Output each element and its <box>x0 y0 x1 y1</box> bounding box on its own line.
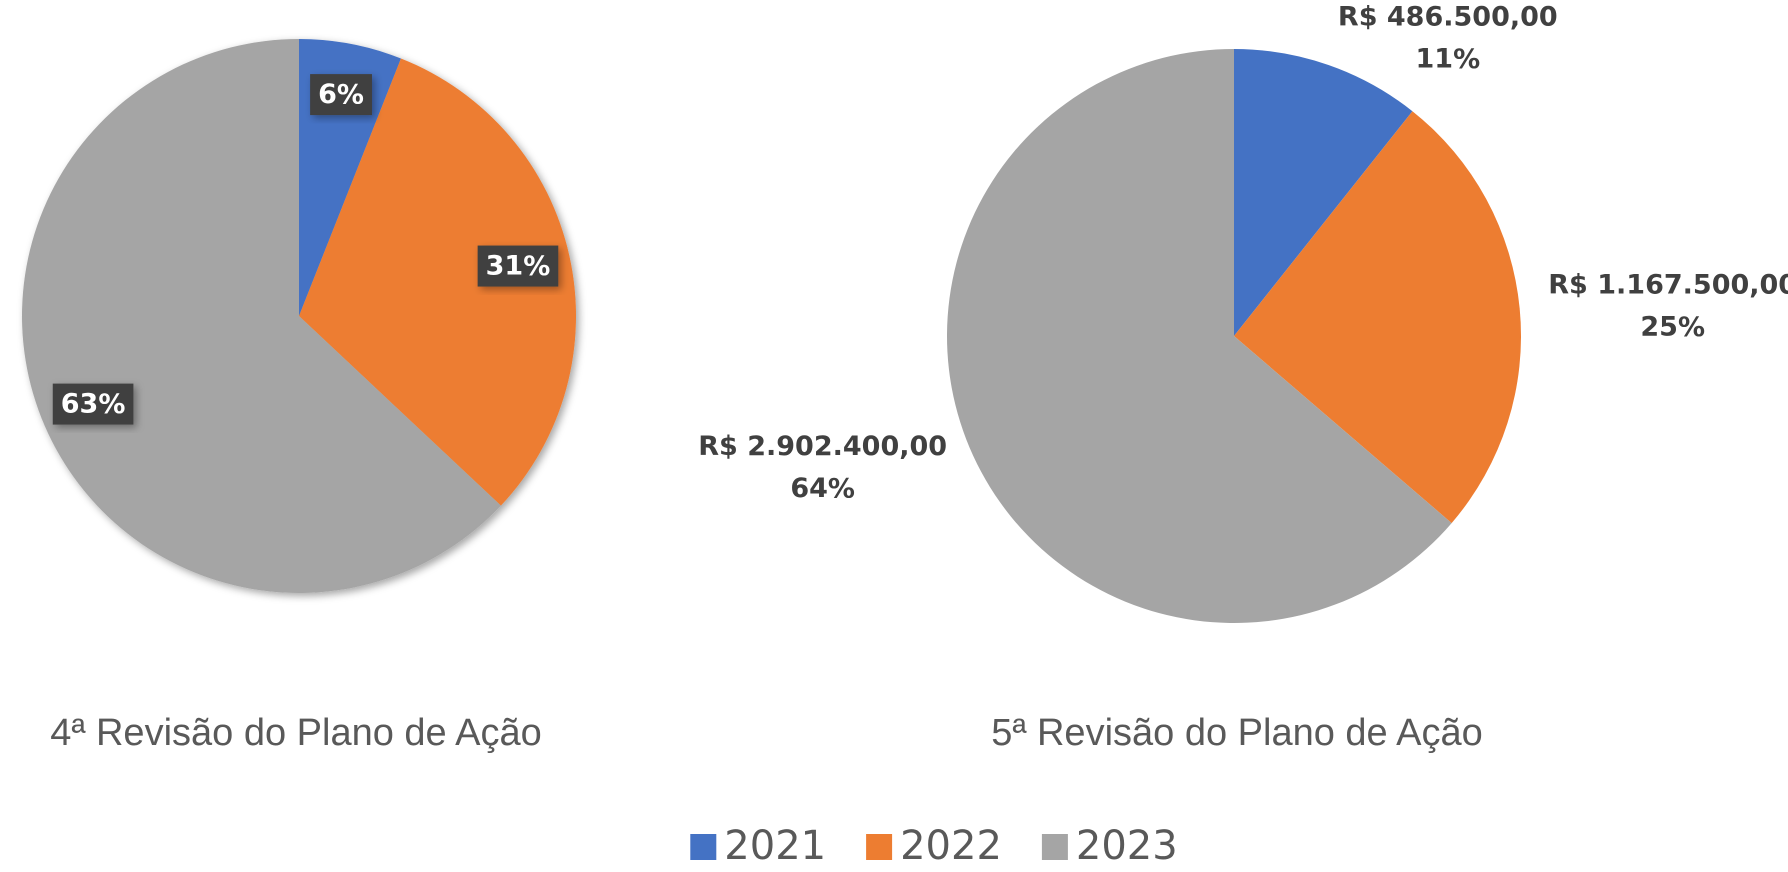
data-label-box <box>52 383 134 425</box>
legend-swatch <box>1041 834 1068 860</box>
pie-slice <box>299 58 576 506</box>
data-label-unit: % <box>1678 312 1705 343</box>
pie-slice <box>21 39 501 593</box>
legend-label: 2022 <box>900 823 1002 869</box>
data-label-box <box>477 245 559 287</box>
data-label: 63% <box>61 389 126 420</box>
data-label: 6% <box>318 79 364 110</box>
data-label-unit: % <box>828 473 855 504</box>
pie <box>21 39 576 593</box>
data-label: R$ 486.500,00 <box>1338 1 1558 32</box>
pie-slice <box>1234 111 1522 524</box>
pie-slice <box>1234 49 1413 336</box>
legend-label: 2021 <box>724 823 826 869</box>
data-label: 31% <box>486 251 551 282</box>
chart-title: 4ª Revisão do Plano de Ação <box>50 712 542 754</box>
legend-swatch <box>690 834 717 860</box>
legend-label: 2023 <box>1076 823 1178 869</box>
chart-title: 5ª Revisão do Plano de Ação <box>991 712 1483 754</box>
legend: 2021 2022 2023 <box>690 823 1178 869</box>
pie-slice <box>947 49 1452 623</box>
pie <box>947 49 1522 623</box>
data-label-percent: 11% <box>1416 43 1481 74</box>
legend-swatch <box>866 834 893 860</box>
data-label-unit: % <box>1453 43 1480 74</box>
data-label-unit: % <box>337 79 364 110</box>
data-label-box <box>310 74 372 116</box>
data-label-unit: % <box>523 251 550 282</box>
data-label-percent: 64% <box>790 473 855 504</box>
data-label: R$ 2.902.400,00 <box>698 431 947 462</box>
data-label-percent: 25% <box>1640 312 1705 343</box>
data-label: R$ 1.167.500,00 <box>1548 270 1788 301</box>
data-label-unit: % <box>98 389 125 420</box>
